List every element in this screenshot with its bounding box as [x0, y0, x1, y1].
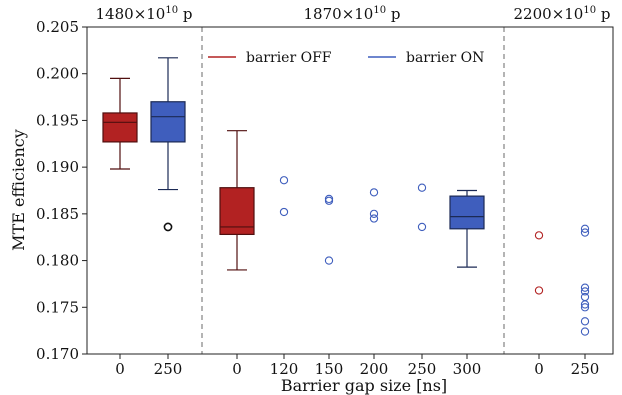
group-labels: 1480×1010 p 1870×1010 p 2200×1010 p — [96, 5, 611, 23]
group-label: 1870×1010 p — [304, 5, 401, 23]
group-label: 2200×1010 p — [514, 5, 611, 23]
data-point — [369, 188, 379, 197]
data-point — [369, 209, 379, 219]
data-point — [417, 222, 427, 232]
y-tick-label: 0.175 — [36, 298, 79, 316]
box-barrier-off — [219, 130, 255, 271]
y-tick-label: 0.180 — [36, 252, 79, 270]
box-barrier-on — [449, 189, 485, 268]
group-label-base: 1480×10 — [96, 5, 166, 23]
group-label-exponent: 10 — [165, 5, 178, 16]
group-label-exponent: 10 — [583, 5, 596, 16]
data-point — [324, 256, 334, 265]
data-point — [279, 176, 289, 185]
outlier-point — [163, 222, 173, 232]
box-iqr — [102, 112, 138, 143]
data-point — [369, 214, 379, 223]
y-tick-label: 0.170 — [36, 345, 79, 363]
box-barrier-off — [102, 77, 138, 170]
group-label-unit: p — [178, 5, 192, 23]
legend: barrier OFF barrier ON — [208, 50, 484, 66]
y-axis: 0.170 0.175 0.180 0.185 0.190 0.195 0.200 0.205 — [36, 18, 87, 363]
legend-label: barrier OFF — [246, 50, 332, 66]
x-tick-label: 0 — [115, 360, 125, 378]
x-tick-label: 250 — [154, 360, 183, 378]
y-tick-label: 0.190 — [36, 158, 79, 176]
data-point — [580, 287, 590, 296]
x-tick-label: 0 — [534, 360, 544, 378]
data-point — [580, 300, 590, 309]
x-axis-label: Barrier gap size [ns] — [281, 376, 447, 395]
x-tick-label: 300 — [453, 360, 482, 378]
group-separators — [201, 27, 505, 354]
plot-frame — [86, 26, 614, 355]
group-label-unit: p — [596, 5, 610, 23]
box-iqr — [449, 195, 485, 230]
group-label-unit: p — [386, 5, 400, 23]
x-tick-label: 250 — [571, 360, 600, 378]
box-series — [102, 57, 485, 271]
group-label-exponent: 10 — [373, 5, 386, 16]
x-axis: 0 250 0 120 150 200 250 300 0 250 — [115, 354, 599, 378]
x-tick-label: 120 — [270, 360, 299, 378]
y-tick-label: 0.200 — [36, 65, 79, 83]
box-barrier-on — [150, 57, 186, 191]
data-point — [324, 196, 334, 205]
group-label-base: 2200×10 — [514, 5, 584, 23]
x-tick-label: 150 — [315, 360, 344, 378]
data-point — [534, 286, 544, 295]
data-point — [580, 317, 590, 326]
group-label-base: 1870×10 — [304, 5, 374, 23]
data-point — [580, 283, 590, 292]
data-point — [279, 207, 289, 217]
y-axis-label: MTE efficiency — [9, 129, 28, 251]
x-tick-label: 200 — [360, 360, 389, 378]
data-point — [580, 228, 590, 237]
y-tick-label: 0.205 — [36, 18, 79, 36]
data-point — [580, 224, 590, 233]
y-tick-label: 0.195 — [36, 111, 79, 129]
data-point — [417, 183, 427, 192]
x-tick-label: 0 — [232, 360, 242, 378]
group-label: 1480×1010 p — [96, 5, 193, 23]
y-tick-label: 0.185 — [36, 205, 79, 223]
data-point — [580, 303, 590, 312]
box-iqr — [150, 101, 186, 143]
legend-label: barrier ON — [406, 50, 484, 66]
x-tick-label: 250 — [408, 360, 437, 378]
data-points — [163, 176, 590, 336]
data-point — [534, 231, 544, 240]
data-point — [580, 327, 590, 336]
